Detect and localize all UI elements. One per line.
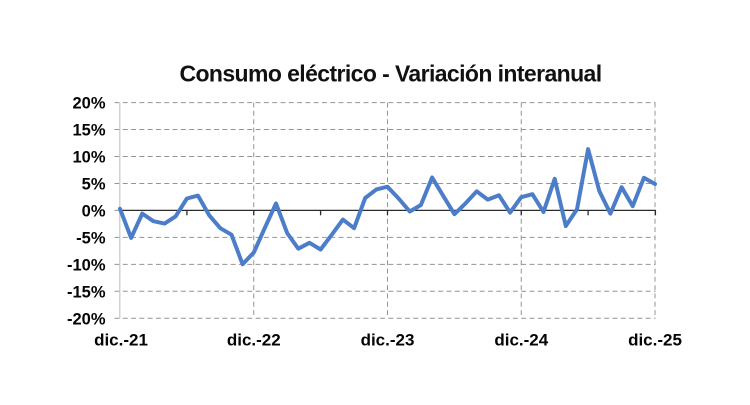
svg-text:dic.-24: dic.-24 [494,331,548,350]
svg-text:10%: 10% [72,149,105,167]
svg-text:5%: 5% [82,176,106,194]
svg-text:dic.-22: dic.-22 [227,331,281,350]
svg-text:15%: 15% [72,122,105,140]
svg-text:Consumo eléctrico - Variación: Consumo eléctrico - Variación interanual [179,60,601,86]
svg-text:-15%: -15% [67,283,106,301]
svg-text:0%: 0% [82,202,106,220]
svg-text:-5%: -5% [76,229,106,247]
svg-text:dic.-21: dic.-21 [94,331,148,350]
svg-text:-20%: -20% [67,310,106,328]
svg-text:-10%: -10% [67,256,106,274]
svg-text:dic.-23: dic.-23 [361,331,415,350]
svg-text:dic.-25: dic.-25 [628,331,682,350]
svg-text:20%: 20% [72,95,105,113]
